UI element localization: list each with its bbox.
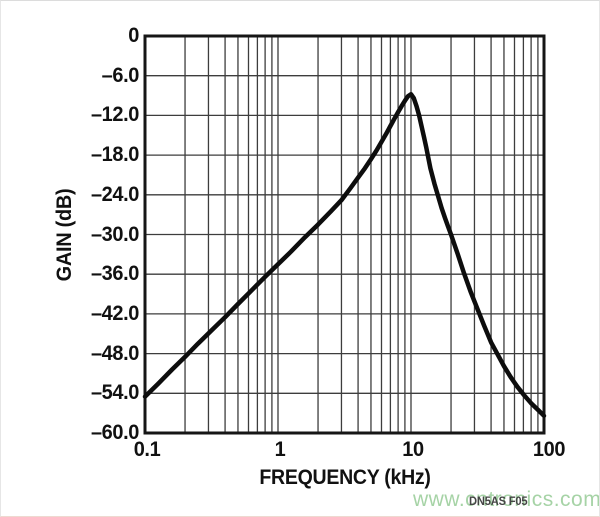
y-tick-label: –6.0 xyxy=(101,63,140,87)
y-tick-label: –42.0 xyxy=(90,301,139,325)
x-tick-label: 0.1 xyxy=(133,438,161,461)
x-tick-label: 100 xyxy=(532,438,566,461)
y-tick-label: –48.0 xyxy=(90,341,139,365)
figure-reference-label: DN5AS F05 xyxy=(469,496,528,508)
y-tick-label: –12.0 xyxy=(90,103,139,127)
x-axis-title: FREQUENCY (kHz) xyxy=(259,466,431,489)
grid-lines xyxy=(144,35,545,434)
plot-frame xyxy=(143,34,546,435)
y-tick-label: –54.0 xyxy=(90,381,139,405)
gain-curve-line xyxy=(142,91,547,419)
y-tick-label: –36.0 xyxy=(90,262,139,286)
y-tick-label: –24.0 xyxy=(90,182,139,206)
watermark-text: www.cntronics.com xyxy=(413,488,600,511)
x-tick-label: 1 xyxy=(274,438,286,461)
y-tick-label: 0 xyxy=(128,24,139,47)
y-tick-label: –18.0 xyxy=(90,143,139,167)
y-tick-label: –60.0 xyxy=(90,421,139,444)
x-tick-label: 10 xyxy=(402,438,424,461)
y-tick-label: –30.0 xyxy=(90,222,139,246)
